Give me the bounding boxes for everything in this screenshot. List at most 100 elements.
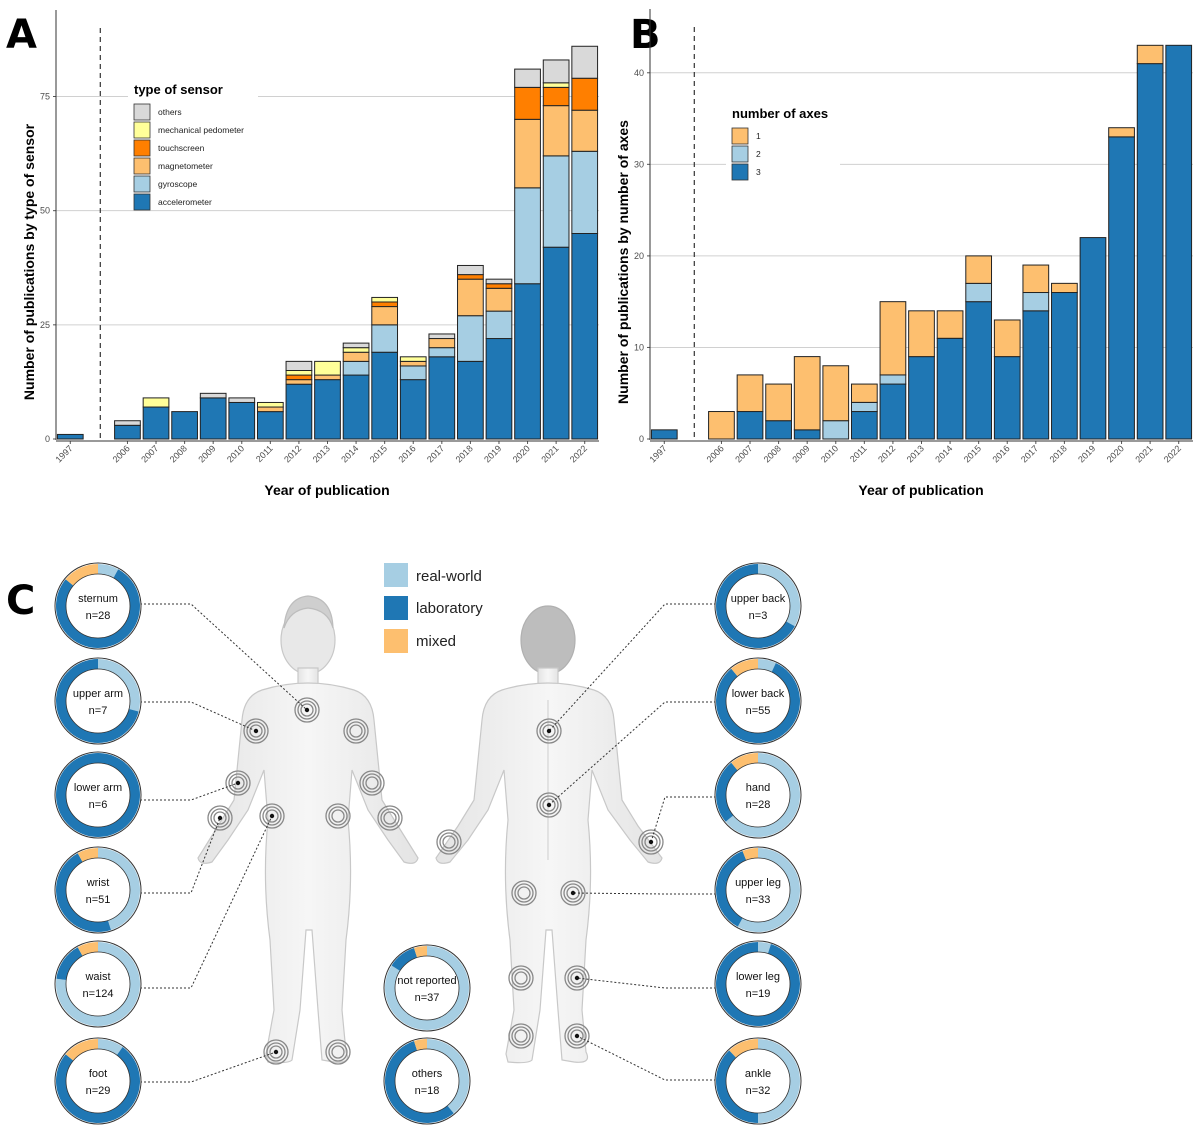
legend-label-laboratory: laboratory [416, 600, 483, 617]
legend-swatch [133, 157, 151, 175]
bar-segment-accelerometer-2017 [428, 356, 456, 440]
legend-swatch [133, 139, 151, 157]
donut-segment-mixed [77, 942, 98, 956]
donut-upper-arm: upper arm n=7 [54, 657, 142, 745]
chart-a-legend: type of sensor others mechanical pedometer… [128, 78, 258, 211]
bar-segment-others-2010 [228, 397, 256, 403]
sensor-target [508, 965, 534, 991]
donut-label: wrist [86, 877, 110, 889]
leader-line-lower-arm [136, 782, 239, 801]
donut-segment-real-world [758, 1039, 800, 1123]
sensor-dot-upper-back [546, 728, 552, 734]
chart-b-y-axis-title: Number of publications by number of axes [615, 120, 631, 404]
bar-segment-3-2019 [1079, 237, 1107, 440]
leader-line-lower-leg [576, 977, 720, 989]
sensor-dot-lower-arm [235, 780, 241, 786]
donut-segment-laboratory [385, 1041, 454, 1124]
bar-segment-others-2014 [342, 342, 370, 349]
bar-segment-gyroscope-2021 [542, 155, 570, 248]
x-tick-label: 2020 [1105, 443, 1126, 464]
legend-label: mechanical pedometer [158, 125, 244, 135]
donut-lower-arm: lower arm n=6 [54, 751, 142, 839]
legend-label-real-world: real-world [416, 568, 482, 585]
bar-segment-1-2016 [993, 319, 1021, 358]
x-tick-label: 2018 [1048, 443, 1069, 464]
donut-count: n=28 [746, 799, 771, 811]
bar-segment-accelerometer-2019 [485, 338, 513, 440]
donut-segment-real-world [98, 848, 140, 930]
x-tick-label: 2017 [1019, 443, 1040, 464]
y-tick-label: 0 [639, 434, 644, 444]
bar-segment-accelerometer-2021 [542, 246, 570, 440]
donut-sternum: sternum n=28 [54, 562, 142, 650]
bar-segment-mechanical-pedometer-2011 [256, 401, 284, 408]
donut-count: n=19 [746, 988, 771, 1000]
bar-segment-accelerometer-2016 [399, 379, 427, 440]
legend-label: 1 [756, 131, 761, 141]
legend-swatch-real-world [384, 563, 408, 587]
sensor-target [207, 805, 233, 831]
bar-segment-3-2022 [1165, 44, 1193, 440]
legend-label: touchscreen [158, 143, 205, 153]
bar-segment-others-2017 [428, 333, 456, 340]
bar-segment-1-2012 [879, 301, 907, 376]
back-body-figure [435, 605, 663, 1064]
bar-segment-2-2012 [879, 374, 907, 385]
leader-line-ankle [576, 1035, 720, 1081]
donut-label: others [412, 1068, 443, 1080]
x-tick-label: 2013 [905, 443, 926, 464]
sensor-target [638, 829, 664, 855]
leader-line-upper-back [548, 603, 720, 732]
chart-b-x-axis-title: Year of publication [858, 482, 983, 498]
panel-c: sternum n=28 upper arm n=7 lower arm n=6 wrist… [54, 562, 802, 1125]
donut-label: lower leg [736, 971, 780, 983]
donut-label: upper leg [735, 877, 781, 889]
legend-label: 2 [756, 149, 761, 159]
bar-segment-gyroscope-2020 [514, 187, 541, 285]
sensor-dot-lower-leg [574, 975, 580, 981]
x-tick-label: 2011 [848, 443, 869, 464]
chart-a: 0 25 50 75 1997 2006 2007 2008 2009 2010 2011 2012 2… [21, 10, 599, 498]
leader-line-foot [136, 1051, 277, 1083]
bar-segment-1-2017 [1022, 264, 1050, 294]
donut-segment-mixed [731, 753, 758, 771]
panel-letter-b: B [630, 12, 661, 58]
bar-segment-others-2012 [285, 360, 313, 372]
bar-segment-1-2009 [793, 356, 821, 431]
donut-label: upper arm [73, 688, 123, 700]
bar-segment-magnetometer-2019 [485, 287, 513, 312]
legend-swatch [731, 163, 749, 181]
bar-segment-3-2021 [1136, 63, 1164, 440]
bar-segment-others-2018 [457, 264, 484, 276]
sensor-target [243, 718, 269, 744]
donut-hand: hand n=28 [714, 751, 802, 839]
bar-segment-accelerometer-1997 [56, 433, 84, 440]
bar-segment-mechanical-pedometer-2013 [314, 360, 341, 376]
bar-segment-1-2021 [1136, 44, 1164, 65]
sensor-dot-ankle [574, 1033, 580, 1039]
panel-letter-c: C [6, 578, 35, 624]
legend-swatch [133, 103, 151, 121]
bar-segment-3-2017 [1022, 310, 1050, 440]
x-tick-label: 2012 [876, 443, 897, 464]
donut-label: hand [746, 782, 770, 794]
legend-label: accelerometer [158, 197, 212, 207]
donut-segment-mixed [65, 1039, 98, 1061]
donut-segment-laboratory [56, 947, 83, 980]
bar-segment-accelerometer-2012 [285, 383, 313, 440]
donut-segment-mixed [77, 848, 98, 862]
x-tick-label: 2022 [568, 443, 589, 464]
bar-segment-3-2009 [793, 429, 821, 440]
bar-segment-touchscreen-2019 [485, 283, 513, 289]
bar-segment-touchscreen-2015 [371, 301, 399, 308]
donut-waist: waist n=124 [54, 940, 142, 1028]
bar-segment-touchscreen-2022 [571, 77, 599, 111]
sensor-target [564, 965, 590, 991]
donut-segment-laboratory [391, 948, 418, 971]
donut-foot: foot n=29 [54, 1037, 142, 1125]
donut-segment-real-world [758, 564, 800, 627]
sensor-target [564, 1023, 590, 1049]
bar-segment-2-2011 [850, 401, 878, 413]
y-tick-label: 0 [45, 434, 50, 444]
bar-segment-mechanical-pedometer-2016 [399, 356, 427, 362]
